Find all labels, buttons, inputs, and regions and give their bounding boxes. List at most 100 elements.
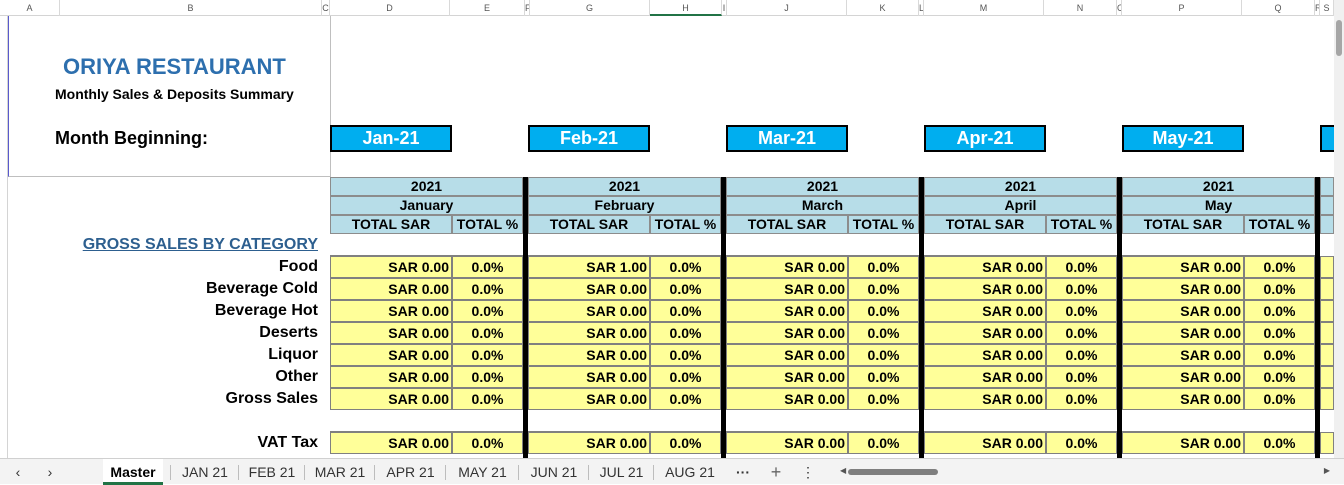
percent-value-cell[interactable]: 0.0% [1244, 256, 1315, 278]
percent-value-cell[interactable]: 0.0% [1046, 322, 1117, 344]
percent-value-cell[interactable]: 0.0% [848, 366, 919, 388]
sar-value-cell[interactable]: SAR 0.00 [330, 256, 452, 278]
sar-value-cell[interactable]: SAR 0.00 [924, 256, 1046, 278]
column-header-l[interactable]: L [919, 0, 924, 16]
sar-value-cell[interactable]: SAR 0.00 [924, 344, 1046, 366]
month-name-header[interactable]: February [528, 196, 721, 215]
sar-value-cell[interactable]: SAR 0.00 [726, 388, 848, 410]
sar-value-cell[interactable]: SAR 0.00 [528, 344, 650, 366]
horizontal-scrollbar[interactable]: ◀ ▶ [840, 466, 1330, 477]
vat-sar-cell[interactable]: SAR 0.00 [528, 432, 650, 454]
month-name-header[interactable]: April [924, 196, 1117, 215]
percent-value-cell[interactable]: 0.0% [1046, 278, 1117, 300]
sar-value-cell[interactable]: SAR 0.00 [330, 388, 452, 410]
sar-value-cell[interactable]: SAR 0.00 [726, 300, 848, 322]
header-cell-partial[interactable] [1320, 215, 1334, 234]
sar-value-cell[interactable]: SAR 0.00 [330, 344, 452, 366]
month-name-header[interactable]: January [330, 196, 523, 215]
percent-value-cell[interactable]: 0.0% [848, 322, 919, 344]
column-header-d[interactable]: D [330, 0, 450, 16]
sar-value-cell[interactable]: SAR 0.00 [528, 388, 650, 410]
tab-master[interactable]: Master [103, 459, 163, 485]
column-header-h[interactable]: H [650, 0, 722, 16]
sar-value-cell[interactable]: SAR 0.00 [330, 322, 452, 344]
month-beginning-box[interactable]: Jan-21 [330, 125, 452, 152]
horizontal-scroll-thumb[interactable] [848, 469, 938, 475]
tab-options-icon[interactable]: ⋮ [801, 464, 815, 480]
month-name-header[interactable]: May [1122, 196, 1315, 215]
column-header-p[interactable]: P [1122, 0, 1242, 16]
percent-value-cell[interactable]: 0.0% [452, 278, 523, 300]
year-header[interactable]: 2021 [528, 177, 721, 196]
percent-value-cell[interactable]: 0.0% [650, 300, 721, 322]
sar-value-cell[interactable]: SAR 0.00 [924, 278, 1046, 300]
tab-may-21[interactable]: MAY 21 [458, 464, 507, 480]
blank-cell[interactable] [924, 234, 1117, 256]
blank-cell[interactable] [1122, 410, 1315, 432]
month-beginning-box[interactable]: Apr-21 [924, 125, 1046, 152]
sar-value-cell[interactable]: SAR 0.00 [1122, 366, 1244, 388]
value-cell-partial[interactable] [1320, 256, 1334, 278]
percent-value-cell[interactable]: 0.0% [650, 322, 721, 344]
percent-value-cell[interactable]: 0.0% [1046, 300, 1117, 322]
sar-value-cell[interactable]: SAR 0.00 [528, 278, 650, 300]
column-header-j[interactable]: J [727, 0, 847, 16]
percent-value-cell[interactable]: 0.0% [452, 300, 523, 322]
percent-value-cell[interactable]: 0.0% [1046, 388, 1117, 410]
percent-value-cell[interactable]: 0.0% [650, 278, 721, 300]
tab-apr-21[interactable]: APR 21 [386, 464, 435, 480]
sar-value-cell[interactable]: SAR 0.00 [726, 344, 848, 366]
column-header-r[interactable]: R [1315, 0, 1320, 16]
total-sar-header[interactable]: TOTAL SAR [1122, 215, 1244, 234]
percent-value-cell[interactable]: 0.0% [1244, 278, 1315, 300]
year-header[interactable]: 2021 [924, 177, 1117, 196]
month-beginning-box[interactable]: May-21 [1122, 125, 1244, 152]
percent-value-cell[interactable]: 0.0% [1244, 388, 1315, 410]
vat-sar-cell[interactable]: SAR 0.00 [726, 432, 848, 454]
percent-value-cell[interactable]: 0.0% [650, 388, 721, 410]
percent-value-cell[interactable]: 0.0% [1244, 366, 1315, 388]
sar-value-cell[interactable]: SAR 1.00 [528, 256, 650, 278]
sar-value-cell[interactable]: SAR 0.00 [924, 322, 1046, 344]
vat-percent-cell[interactable]: 0.0% [848, 432, 919, 454]
total-percent-header[interactable]: TOTAL % [650, 215, 721, 234]
blank-cell[interactable] [726, 234, 919, 256]
vat-percent-cell[interactable]: 0.0% [452, 432, 523, 454]
percent-value-cell[interactable]: 0.0% [848, 344, 919, 366]
month-beginning-box[interactable]: Mar-21 [726, 125, 848, 152]
sar-value-cell[interactable]: SAR 0.00 [1122, 256, 1244, 278]
column-header-f[interactable]: F [525, 0, 530, 16]
percent-value-cell[interactable]: 0.0% [1046, 366, 1117, 388]
column-header-q[interactable]: Q [1242, 0, 1315, 16]
sar-value-cell[interactable]: SAR 0.00 [726, 366, 848, 388]
vat-sar-cell[interactable]: SAR 0.00 [330, 432, 452, 454]
sar-value-cell[interactable]: SAR 0.00 [1122, 322, 1244, 344]
column-header-e[interactable]: E [450, 0, 525, 16]
percent-value-cell[interactable]: 0.0% [650, 366, 721, 388]
value-cell-partial[interactable] [1320, 366, 1334, 388]
total-percent-header[interactable]: TOTAL % [848, 215, 919, 234]
sar-value-cell[interactable]: SAR 0.00 [924, 366, 1046, 388]
percent-value-cell[interactable]: 0.0% [848, 278, 919, 300]
column-header-k[interactable]: K [847, 0, 919, 16]
value-cell-partial[interactable] [1320, 432, 1334, 454]
total-percent-header[interactable]: TOTAL % [452, 215, 523, 234]
sar-value-cell[interactable]: SAR 0.00 [726, 278, 848, 300]
column-header-o[interactable]: O [1117, 0, 1122, 16]
sar-value-cell[interactable]: SAR 0.00 [330, 278, 452, 300]
total-percent-header[interactable]: TOTAL % [1244, 215, 1315, 234]
value-cell-partial[interactable] [1320, 278, 1334, 300]
vat-percent-cell[interactable]: 0.0% [1046, 432, 1117, 454]
vertical-scroll-thumb[interactable] [1336, 20, 1342, 56]
vertical-scrollbar[interactable] [1334, 0, 1344, 458]
month-beginning-box[interactable]: Feb-21 [528, 125, 650, 152]
vat-sar-cell[interactable]: SAR 0.00 [1122, 432, 1244, 454]
column-header-m[interactable]: M [924, 0, 1044, 16]
percent-value-cell[interactable]: 0.0% [1244, 344, 1315, 366]
tab-feb-21[interactable]: FEB 21 [248, 464, 296, 480]
scroll-left-icon[interactable]: ◀ [840, 466, 847, 475]
percent-value-cell[interactable]: 0.0% [848, 300, 919, 322]
total-percent-header[interactable]: TOTAL % [1046, 215, 1117, 234]
percent-value-cell[interactable]: 0.0% [650, 256, 721, 278]
next-sheet-arrow-icon[interactable]: › [47, 464, 53, 480]
